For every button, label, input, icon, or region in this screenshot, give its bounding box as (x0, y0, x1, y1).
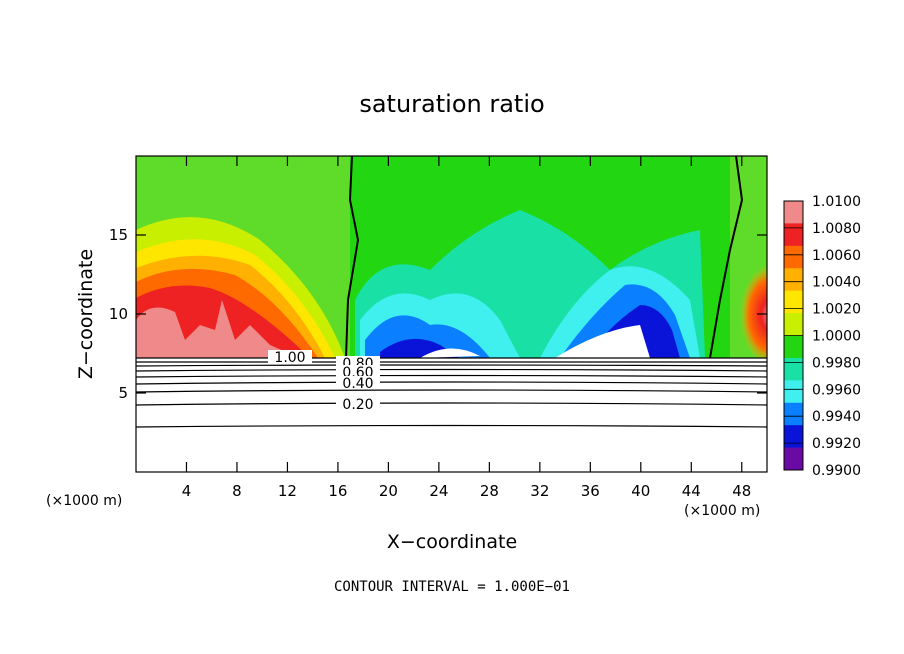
x-tick-label: 36 (581, 482, 600, 500)
colorbar-label: 1.0100 (812, 194, 861, 210)
colorbar-swatch (784, 357, 803, 381)
colorbar-label: 1.0040 (812, 275, 861, 291)
colorbar-swatch (784, 268, 803, 292)
contour-label-bg (336, 397, 380, 410)
contour-labels: 1.00 0.800.600.400.20 (268, 350, 380, 413)
colorbar-label: 1.0060 (812, 248, 861, 264)
x-tick-label: 4 (182, 482, 192, 500)
y-tick-label: 15 (109, 226, 128, 244)
x-tick-label: 16 (328, 482, 347, 500)
x-axis-ticks: 4 8 12 16 20 24 28 32 36 40 44 48 (182, 156, 751, 500)
colorbar-label: 0.9960 (812, 382, 861, 398)
colorbar-label: 1.0000 (812, 329, 861, 345)
contour-label: 1.00 (274, 350, 305, 366)
y-axis-ticks: 5 10 15 (109, 226, 767, 402)
x-tick-label: 20 (379, 482, 398, 500)
colorbar-swatch (784, 223, 803, 247)
x-tick-label: 24 (429, 482, 448, 500)
colorbar: 1.0100 1.0080 1.0060 1.0040 1.0020 1.0000 0.99… (783, 194, 861, 479)
colorbar-label: 0.9900 (812, 463, 861, 479)
colorbar-swatch (784, 425, 803, 449)
colorbar-swatch (784, 447, 803, 471)
x-axis-label: X−coordinate (387, 531, 517, 553)
colorbar-swatch (784, 290, 803, 314)
contour-label: 0.20 (342, 397, 373, 413)
contour-label-bg (336, 376, 380, 389)
x-tick-label: 28 (480, 482, 499, 500)
colorbar-label: 0.9940 (812, 409, 861, 425)
colorbar-swatch (784, 201, 803, 224)
colorbar-swatch (784, 313, 803, 336)
x-tick-label: 8 (232, 482, 242, 500)
colorbar-label: 0.9980 (812, 355, 861, 371)
y-tick-label: 5 (118, 384, 128, 402)
x-tick-label: 48 (732, 482, 751, 500)
colorbar-label: 0.9920 (812, 436, 861, 452)
contour-label-bg (336, 365, 380, 378)
colorbar-swatch (784, 335, 803, 359)
x-tick-label: 12 (278, 482, 297, 500)
chart-title: saturation ratio (359, 90, 544, 118)
y-tick-label: 10 (109, 305, 128, 323)
colorbar-label: 1.0080 (812, 221, 861, 237)
y-axis-label: Z−coordinate (75, 249, 97, 379)
heatmap-field (136, 156, 767, 472)
x-tick-label: 44 (682, 482, 701, 500)
colorbar-label: 1.0020 (812, 302, 861, 318)
colorbar-swatch (784, 245, 803, 269)
contour-label-bg (268, 350, 312, 363)
x-tick-label: 40 (631, 482, 650, 500)
contour-label: 0.40 (342, 376, 373, 392)
colorbar-swatch (784, 402, 803, 426)
colorbar-swatch (784, 380, 803, 404)
x-tick-label: 32 (530, 482, 549, 500)
x-unit-right: (×1000 m) (684, 503, 760, 519)
contour-interval-note: CONTOUR INTERVAL = 1.000E−01 (334, 579, 570, 595)
x-unit-left: (×1000 m) (46, 493, 122, 509)
